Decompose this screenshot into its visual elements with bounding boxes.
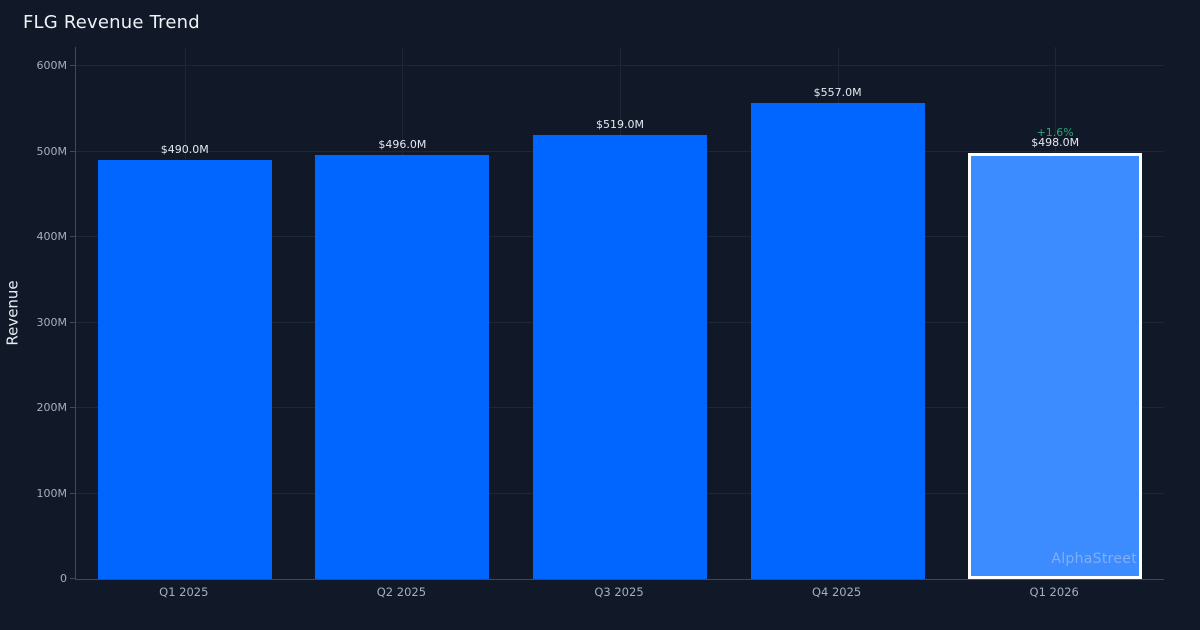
- y-tick-mark: [70, 65, 75, 66]
- bar-q2-2025: [315, 154, 490, 579]
- x-tick-label-q1-2026: Q1 2026: [1029, 585, 1079, 599]
- change-percent-label: +1.6%: [1036, 126, 1074, 140]
- y-tick-label: 600M: [36, 59, 68, 72]
- y-tick-mark: [70, 492, 75, 494]
- x-axis: Q1 2025 Q2 2025 Q3 2025 Q4 2025 Q1 2026: [75, 583, 1163, 607]
- y-axis: 0 100M 200M 300M 400M 500M 600M: [0, 47, 68, 585]
- bar-value-label: $496.0M: [378, 137, 427, 151]
- bar-q1-2026: [968, 153, 1143, 579]
- bar-value-label: $519.0M: [596, 118, 644, 132]
- y-tick-label: 200M: [36, 401, 68, 414]
- y-tick-label: 500M: [36, 144, 68, 158]
- bar-value-label: $490.0M: [160, 143, 209, 157]
- bar-q1-2025: [97, 160, 272, 579]
- watermark: AlphaStreet: [1051, 551, 1137, 567]
- y-tick-mark: [70, 578, 75, 579]
- x-tick-label-q2-2025: Q2 2025: [376, 585, 427, 599]
- x-tick-label-q1-2025: Q1 2025: [159, 585, 209, 599]
- bar-value-label: $498.0M: [1031, 136, 1080, 150]
- y-tick-mark: [70, 407, 75, 408]
- bar-q3-2025: [533, 135, 707, 579]
- y-tick-mark: [70, 236, 75, 237]
- y-tick-label: 400M: [36, 230, 68, 243]
- y-tick-label: 0: [60, 572, 67, 585]
- y-tick-label: 300M: [36, 315, 68, 329]
- x-tick-label-q4-2025: Q4 2025: [811, 585, 862, 599]
- x-tick-label-q3-2025: Q3 2025: [594, 585, 644, 599]
- y-tick-mark: [70, 150, 75, 152]
- y-tick-mark: [70, 321, 75, 323]
- plot-area: $490.0M $496.0M $519.0M $557.0M $498.0M +1.6%: [70, 47, 1164, 580]
- y-tick-label: 100M: [36, 486, 68, 500]
- bar-value-label: $557.0M: [813, 85, 862, 99]
- bar-q4-2025: [750, 102, 925, 579]
- chart-title: FLG Revenue Trend: [23, 12, 200, 33]
